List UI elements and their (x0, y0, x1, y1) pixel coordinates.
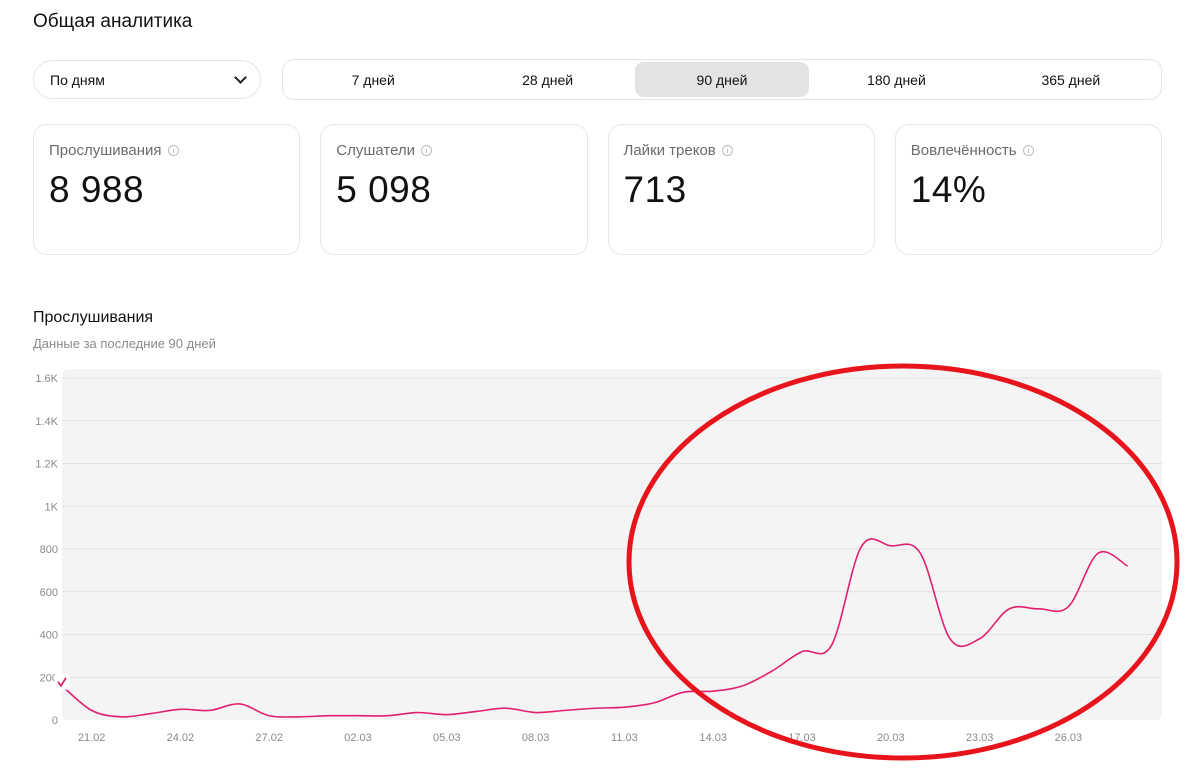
y-tick-label: 1.6K (35, 373, 58, 385)
stat-label: Слушатели (336, 142, 416, 159)
y-tick-label: 1.4K (35, 416, 58, 428)
x-tick-label: 08.03 (522, 732, 550, 744)
x-tick-label: 20.03 (877, 732, 905, 744)
grouping-dropdown-label: По дням (50, 71, 105, 88)
annotation-ellipse (626, 363, 1180, 761)
selected-point-marker[interactable] (54, 673, 70, 690)
chart-title: Прослушивания (33, 309, 154, 326)
y-axis-ticks: 0 200 400 600 800 1K 1.2K 1.4K 1.6K (35, 373, 58, 727)
period-180-days[interactable]: 180 дней (867, 71, 926, 88)
y-tick-label: 0 (52, 715, 58, 727)
plot-area (62, 369, 1162, 720)
y-tick-label: 600 (40, 587, 58, 599)
period-switcher: 7 дней 28 дней 90 дней 180 дней 365 дней (282, 59, 1162, 100)
stat-value: 5 098 (336, 169, 432, 210)
grid-lines (62, 377, 1162, 678)
stat-card-engagement: Вовлечённость 14% (894, 124, 1162, 255)
chevron-down-icon (234, 71, 247, 84)
stat-card-listeners: Слушатели 5 098 (320, 124, 588, 255)
period-90-days[interactable]: 90 дней (634, 62, 810, 97)
y-tick-label: 200 (40, 672, 58, 684)
stat-card-plays: Прослушивания 8 988 (33, 124, 301, 255)
x-tick-label: 05.03 (433, 732, 461, 744)
stat-cards: Прослушивания 8 988 Слушатели 5 098 Лайк… (33, 124, 1162, 255)
y-tick-label: 400 (40, 630, 58, 642)
stat-value: 713 (623, 169, 687, 210)
stat-label: Прослушивания (49, 142, 162, 159)
x-tick-label: 24.02 (167, 732, 195, 744)
period-7-days[interactable]: 7 дней (351, 71, 395, 88)
x-tick-label: 11.03 (611, 732, 638, 744)
plays-line-chart: 0 200 400 600 800 1K 1.2K 1.4K 1.6K 21.02 24.02 27… (35, 363, 1180, 761)
stat-card-likes: Лайки треков 713 (607, 124, 875, 255)
page-title: Общая аналитика (33, 11, 193, 32)
checkmark-icon (57, 677, 67, 688)
stat-value: 8 988 (49, 169, 145, 210)
y-tick-label: 1.2K (35, 459, 58, 471)
info-icon[interactable] (421, 145, 433, 156)
stat-label: Вовлечённость (910, 142, 1017, 159)
x-tick-label: 27.02 (255, 732, 283, 744)
marker-box (54, 673, 70, 690)
y-tick-label: 1K (45, 501, 59, 513)
stat-label: Лайки треков (623, 142, 716, 159)
period-365-days[interactable]: 365 дней (1041, 71, 1101, 88)
x-tick-label: 14.03 (699, 732, 727, 744)
info-icon[interactable] (167, 145, 179, 156)
x-axis-ticks: 21.02 24.02 27.02 02.03 05.03 08.03 11.03 14.03… (78, 732, 1082, 744)
x-tick-label: 02.03 (344, 732, 372, 744)
stat-value: 14% (910, 169, 987, 210)
x-tick-label: 21.02 (78, 732, 106, 744)
period-28-days[interactable]: 28 дней (522, 71, 574, 88)
x-tick-label: 23.03 (966, 732, 994, 744)
info-icon[interactable] (1022, 145, 1034, 156)
chart-subtitle: Данные за последние 90 дней (33, 336, 216, 351)
x-tick-label: 26.03 (1055, 732, 1083, 744)
series-line-plays[interactable] (61, 538, 1129, 718)
info-icon[interactable] (721, 145, 733, 156)
y-tick-label: 800 (40, 544, 58, 556)
grouping-dropdown[interactable]: По дням (33, 60, 261, 99)
